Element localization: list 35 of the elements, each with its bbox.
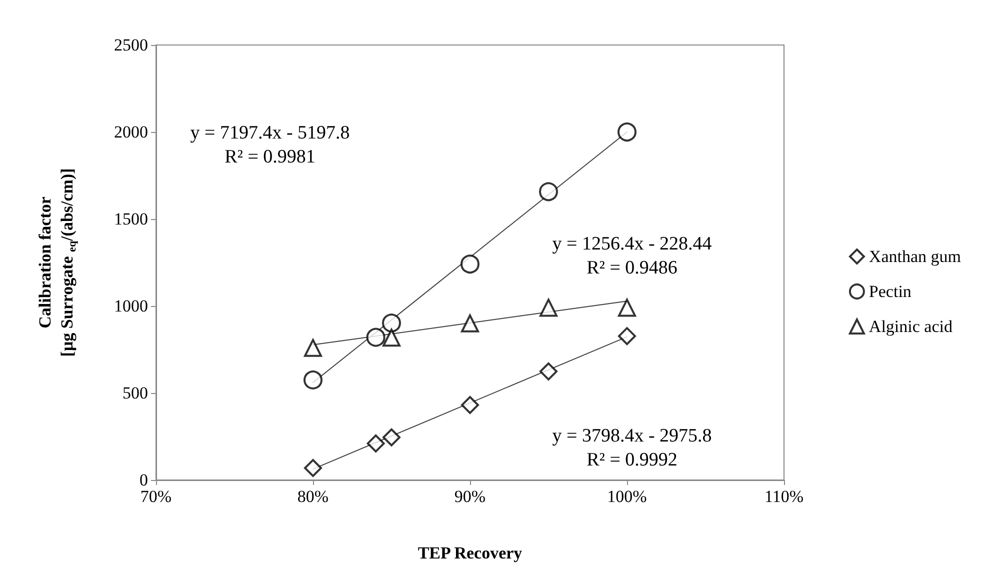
point: [540, 298, 558, 317]
x-tick-label: 90%: [454, 487, 486, 506]
annotation: y = 7197.4x - 5197.8 R² = 0.9981: [190, 122, 350, 168]
x-axis-title: TEP Recovery: [418, 544, 523, 562]
point: [382, 428, 400, 446]
point: [382, 328, 400, 347]
point: [461, 314, 479, 332]
annotation: y = 1256.4x - 228.44 R² = 0.9486: [552, 234, 712, 278]
point: [304, 458, 322, 477]
y-tick-label: 1000: [114, 296, 148, 316]
point: [366, 328, 386, 347]
point: [618, 122, 636, 142]
legend-label: Pectin: [868, 282, 912, 301]
legend-label: Xanthan gum: [868, 247, 962, 266]
point: [304, 338, 322, 357]
point: [304, 370, 322, 390]
x-tick-label: 70%: [140, 487, 172, 506]
point: [460, 254, 480, 274]
y-tick-label: 0: [140, 470, 148, 490]
y-tick-label: 1500: [114, 210, 148, 228]
point: [539, 182, 558, 202]
point: [461, 396, 479, 414]
x-tick-label: 100%: [607, 487, 647, 506]
legend-label: Alginic acid: [868, 317, 953, 336]
y-tick-label: 500: [122, 384, 148, 402]
y-tick-label: 2500: [114, 36, 148, 54]
x-tick-label: 110%: [764, 487, 804, 506]
x-tick-label: 80%: [297, 487, 329, 506]
point: [540, 362, 558, 380]
annotation: y = 3798.4x - 2975.8 R² = 0.9992: [552, 426, 712, 470]
point: [618, 298, 636, 317]
point: [382, 314, 401, 333]
point: [366, 434, 385, 452]
y-tick-label: 2000: [114, 122, 148, 142]
point: [618, 327, 636, 346]
